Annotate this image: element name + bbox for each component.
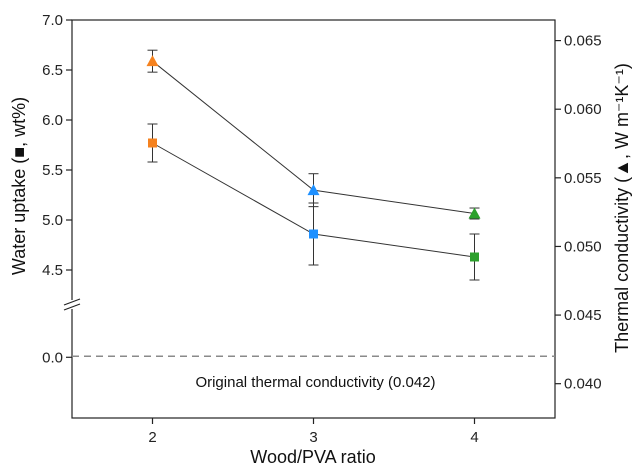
triangle-marker: [468, 207, 481, 219]
y-left-tick-label: 5.5: [42, 162, 63, 179]
y-left-tick-label: 6.5: [42, 62, 63, 79]
square-marker: [309, 229, 318, 239]
y-left-tick-label: 0.0: [42, 349, 63, 366]
reference-line-group: Original thermal conductivity (0.042): [72, 355, 555, 391]
x-tick-label: 4: [470, 429, 478, 446]
triangle-marker: [307, 184, 320, 196]
data-markers: [146, 55, 481, 262]
triangle-marker: [146, 55, 159, 67]
y-axis-left-title: Water uptake (■, wt%): [9, 97, 29, 275]
y-right-tick-label: 0.045: [564, 307, 602, 324]
axis-break-mark: [60, 298, 84, 311]
x-axis-title: Wood/PVA ratio: [250, 447, 375, 467]
y-right-tick-label: 0.065: [564, 33, 602, 50]
y-left-tick-label: 7.0: [42, 12, 63, 29]
y-left-tick-label: 5.0: [42, 212, 63, 229]
y-left-tick-label: 6.0: [42, 112, 63, 129]
y-right-tick-label: 0.040: [564, 376, 602, 393]
x-tick-label: 3: [309, 429, 317, 446]
y-right-tick-label: 0.055: [564, 170, 602, 187]
axis-ticks: 2 3 4 0.0 4.5 5.0 5.5 6.0 6.5 7.0 0.040 0.045 0.050 0…: [42, 12, 601, 446]
error-bars: [147, 49, 480, 281]
y-right-tick-label: 0.050: [564, 238, 602, 255]
square-marker: [148, 138, 157, 148]
square-marker: [470, 252, 479, 262]
y-right-tick-label: 0.060: [564, 101, 602, 118]
y-axis-right-title: Thermal conductivity (▲, W m⁻¹K⁻¹): [612, 63, 632, 353]
y-left-tick-label: 4.5: [42, 262, 63, 279]
reference-line-label: Original thermal conductivity (0.042): [195, 374, 435, 391]
x-tick-label: 2: [148, 429, 156, 446]
